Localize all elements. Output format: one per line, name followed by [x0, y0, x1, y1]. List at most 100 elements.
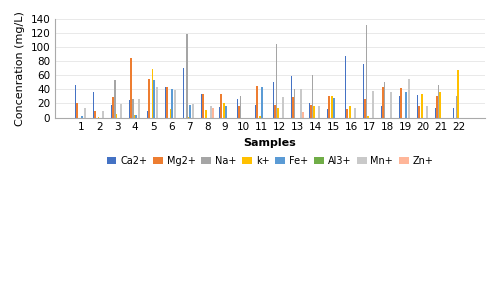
- Bar: [182, 68, 184, 118]
- Bar: [200, 94, 202, 118]
- Bar: [202, 94, 204, 118]
- Bar: [92, 91, 94, 118]
- Bar: [346, 109, 348, 118]
- Bar: [328, 96, 330, 118]
- Bar: [380, 106, 382, 118]
- Bar: [98, 117, 99, 118]
- Bar: [344, 56, 346, 118]
- Bar: [294, 89, 296, 118]
- Bar: [116, 114, 117, 118]
- Bar: [318, 106, 320, 118]
- Bar: [272, 82, 274, 118]
- Bar: [384, 82, 386, 118]
- Bar: [308, 103, 310, 118]
- Bar: [220, 94, 222, 118]
- Bar: [114, 79, 116, 118]
- Bar: [210, 106, 212, 118]
- Bar: [189, 105, 190, 118]
- Bar: [416, 95, 418, 118]
- Bar: [332, 96, 333, 118]
- Bar: [156, 87, 158, 118]
- Bar: [408, 79, 410, 118]
- Bar: [153, 79, 155, 118]
- Bar: [333, 98, 334, 118]
- Bar: [146, 111, 148, 118]
- Bar: [458, 70, 459, 118]
- Bar: [74, 85, 76, 118]
- Bar: [364, 99, 366, 118]
- Bar: [128, 100, 130, 118]
- Bar: [188, 117, 189, 118]
- Bar: [261, 87, 262, 118]
- Bar: [312, 74, 314, 118]
- Bar: [456, 96, 458, 118]
- Bar: [398, 96, 400, 118]
- Bar: [224, 104, 225, 118]
- Bar: [174, 90, 176, 118]
- Bar: [282, 97, 284, 118]
- Bar: [192, 104, 194, 118]
- Bar: [120, 104, 122, 118]
- Bar: [422, 94, 423, 118]
- Bar: [170, 109, 171, 118]
- Bar: [302, 112, 304, 118]
- Bar: [400, 88, 402, 118]
- Bar: [310, 105, 312, 118]
- Bar: [260, 116, 261, 118]
- X-axis label: Samples: Samples: [244, 138, 296, 148]
- Bar: [438, 85, 440, 118]
- Bar: [276, 44, 278, 118]
- Bar: [426, 106, 428, 118]
- Bar: [290, 76, 292, 118]
- Bar: [236, 99, 238, 118]
- Bar: [76, 103, 78, 118]
- Bar: [350, 106, 351, 118]
- Bar: [434, 108, 436, 118]
- Bar: [440, 92, 441, 118]
- Bar: [292, 97, 294, 118]
- Bar: [218, 107, 220, 118]
- Legend: Ca2+, Mg2+, Na+, k+, Fe+, Al3+, Mn+, Zn+: Ca2+, Mg2+, Na+, k+, Fe+, Al3+, Mn+, Zn+: [104, 154, 436, 168]
- Bar: [84, 109, 86, 118]
- Bar: [135, 116, 137, 118]
- Bar: [362, 64, 364, 118]
- Bar: [132, 99, 134, 118]
- Bar: [138, 99, 140, 118]
- Bar: [171, 89, 173, 118]
- Bar: [418, 106, 420, 118]
- Bar: [225, 106, 226, 118]
- Bar: [240, 96, 242, 118]
- Bar: [274, 105, 276, 118]
- Bar: [405, 92, 406, 118]
- Bar: [164, 87, 166, 118]
- Y-axis label: Concenration (mg/L): Concenration (mg/L): [15, 11, 25, 126]
- Bar: [354, 109, 356, 118]
- Bar: [166, 87, 168, 118]
- Bar: [148, 79, 150, 118]
- Bar: [134, 116, 135, 118]
- Bar: [390, 92, 392, 118]
- Bar: [368, 116, 369, 118]
- Bar: [314, 106, 315, 118]
- Bar: [382, 87, 384, 118]
- Bar: [206, 110, 207, 118]
- Bar: [278, 109, 279, 118]
- Bar: [94, 111, 96, 118]
- Bar: [152, 69, 153, 118]
- Bar: [300, 89, 302, 118]
- Bar: [130, 58, 132, 118]
- Bar: [366, 25, 368, 118]
- Bar: [372, 91, 374, 118]
- Bar: [212, 109, 214, 118]
- Bar: [256, 86, 258, 118]
- Bar: [110, 105, 112, 118]
- Bar: [102, 111, 104, 118]
- Bar: [81, 116, 83, 118]
- Bar: [112, 97, 114, 118]
- Bar: [186, 35, 188, 118]
- Bar: [452, 108, 454, 118]
- Bar: [436, 96, 438, 118]
- Bar: [326, 109, 328, 118]
- Bar: [254, 105, 256, 118]
- Bar: [238, 106, 240, 118]
